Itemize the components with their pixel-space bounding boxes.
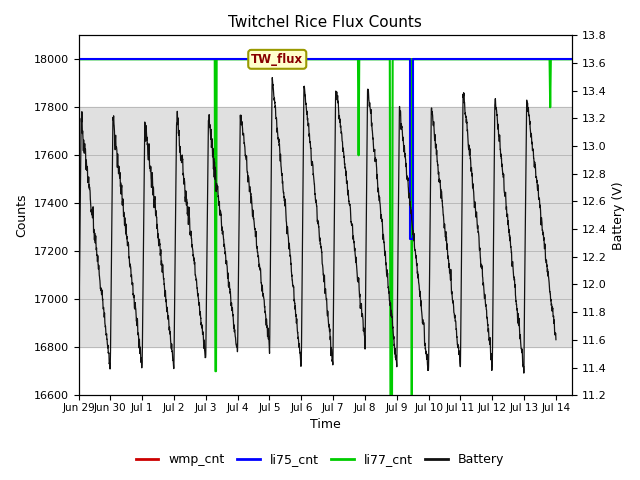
Legend: wmp_cnt, li75_cnt, li77_cnt, Battery: wmp_cnt, li75_cnt, li77_cnt, Battery (131, 448, 509, 471)
Title: Twitchel Rice Flux Counts: Twitchel Rice Flux Counts (228, 15, 422, 30)
Bar (79, 108, 572, 347)
Y-axis label: Battery (V): Battery (V) (612, 181, 625, 250)
X-axis label: Time: Time (310, 419, 340, 432)
Text: TW_flux: TW_flux (251, 53, 303, 66)
Y-axis label: Counts: Counts (15, 193, 28, 237)
